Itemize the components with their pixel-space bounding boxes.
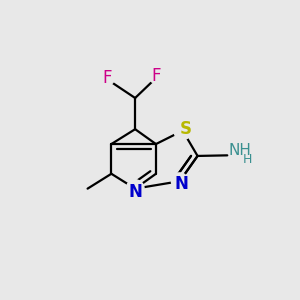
Circle shape: [126, 180, 144, 198]
Text: N: N: [128, 183, 142, 201]
Text: S: S: [180, 120, 192, 138]
Text: F: F: [151, 67, 161, 85]
Circle shape: [171, 173, 188, 190]
Text: F: F: [102, 69, 112, 87]
Circle shape: [174, 122, 192, 140]
Text: H: H: [243, 153, 252, 166]
Circle shape: [148, 68, 164, 83]
Circle shape: [100, 70, 114, 86]
Text: N: N: [175, 175, 189, 193]
Text: NH: NH: [229, 142, 252, 158]
